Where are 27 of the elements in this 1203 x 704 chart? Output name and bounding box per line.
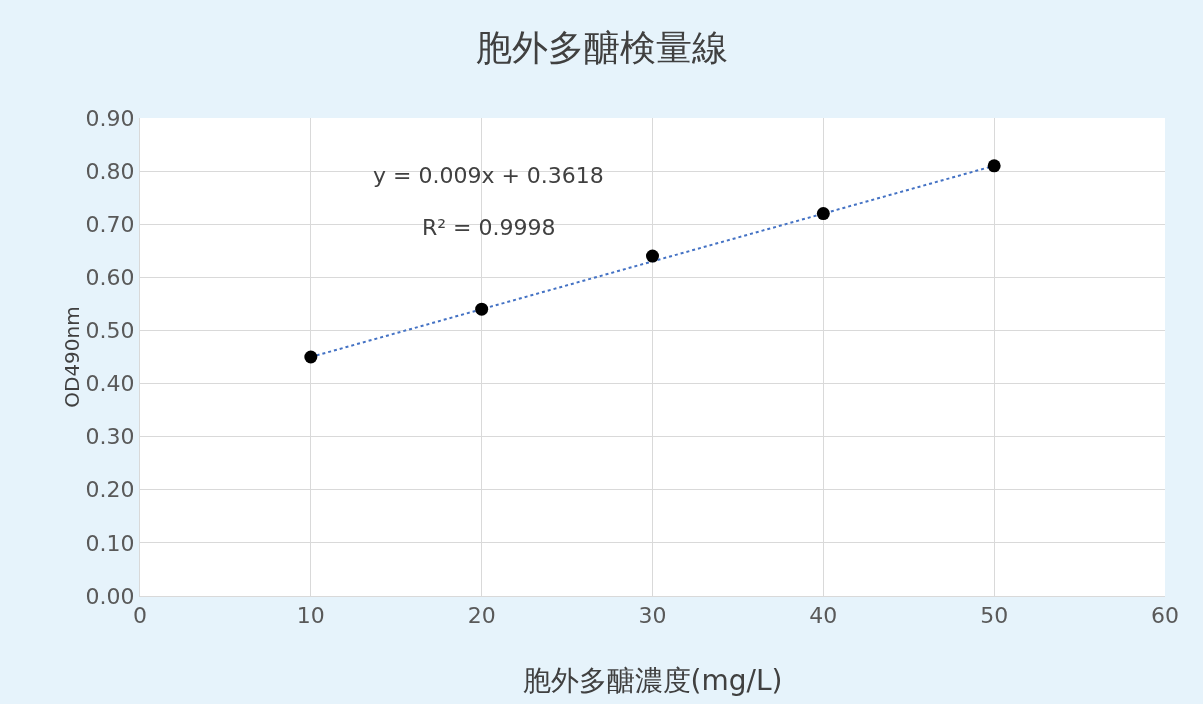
annotation: y = 0.009x + 0.3618 [373, 163, 604, 188]
y-tick-label: 0.70 [85, 211, 135, 237]
point [646, 249, 659, 263]
x-tick-label: 20 [467, 603, 496, 629]
y-tick-label: 0.90 [85, 105, 135, 131]
annotation: R² = 0.9998 [422, 215, 556, 240]
point [475, 302, 489, 316]
y-tick-label: 0.30 [85, 424, 135, 450]
point [304, 350, 318, 364]
y-axis-title: OD490nm [59, 306, 84, 408]
y-tick-label: 0.10 [85, 530, 135, 556]
point [816, 207, 830, 221]
y-tick-label: 0.40 [85, 371, 135, 397]
x-tick-label: 50 [980, 603, 1009, 629]
x-axis-title: 胞外多醣濃度(mg/L) [522, 664, 783, 697]
x-tick-label: 40 [809, 603, 838, 629]
x-tick-label: 60 [1151, 603, 1179, 629]
point [987, 159, 1001, 173]
y-tick-label: 0.50 [85, 318, 135, 344]
y-tick-label: 0.00 [85, 583, 135, 609]
y-tick-label: 0.20 [85, 477, 135, 503]
x-tick-label: 10 [296, 603, 325, 629]
y-tick-label: 0.60 [85, 265, 135, 291]
y-tick-label: 0.80 [85, 158, 135, 184]
chart-title: 胞外多醣検量線 [475, 27, 728, 69]
x-tick-label: 30 [638, 603, 667, 629]
x-tick-label: 0 [133, 603, 147, 629]
